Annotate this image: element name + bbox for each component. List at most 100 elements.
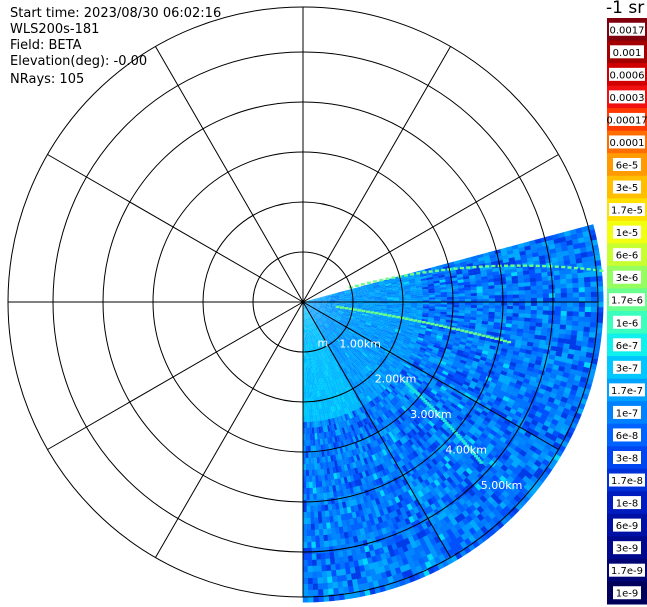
sector-cell [564, 362, 573, 370]
sector-cell [596, 307, 604, 313]
sector-cell [380, 288, 387, 292]
sector-cell [476, 314, 484, 318]
sector-cell [379, 287, 387, 290]
sector-cell [338, 300, 346, 302]
sector-cell [548, 279, 555, 286]
sector-cell [400, 347, 407, 353]
sector-cell [451, 322, 458, 327]
sector-cell [332, 303, 340, 305]
sector-cell [421, 357, 429, 363]
sector-cell [552, 233, 560, 240]
sector-cell [344, 304, 352, 306]
sector-cell [584, 281, 592, 288]
sector-cell [368, 331, 375, 336]
sector-cell [308, 303, 316, 306]
sector-cell [517, 355, 525, 362]
sector-cell [542, 289, 550, 294]
sector-cell [356, 291, 363, 294]
sector-cell [380, 310, 388, 313]
sector-cell [338, 297, 346, 299]
sector-cell [418, 331, 426, 335]
sector-cell [314, 300, 322, 301]
sector-cell [444, 275, 452, 280]
sector-cell [576, 365, 585, 373]
sector-cell [365, 321, 373, 325]
sector-cell [443, 331, 451, 336]
sector-cell [452, 291, 460, 295]
sector-cell [325, 309, 332, 313]
sector-cell [420, 359, 428, 365]
sector-cell [428, 310, 436, 314]
sector-cell [512, 387, 521, 394]
sector-cell [320, 306, 327, 310]
sector-cell [560, 241, 568, 248]
sector-cell [581, 371, 589, 379]
sector-cell [489, 253, 497, 259]
sector-cell [356, 307, 364, 310]
sector-cell [559, 328, 567, 335]
sector-cell [516, 271, 524, 276]
sector-cell [437, 328, 445, 333]
sector-cell [393, 331, 401, 336]
sector-cell [383, 325, 390, 329]
sector-cell [572, 379, 581, 387]
sector-cell [314, 304, 321, 307]
sector-cell [433, 282, 441, 287]
sector-cell [520, 399, 529, 407]
sector-cell [528, 358, 537, 365]
sector-cell [386, 304, 394, 307]
sector-cell [415, 357, 423, 363]
sector-cell [407, 328, 415, 332]
sector-cell [562, 250, 570, 257]
sector-cell [557, 365, 566, 373]
sector-cell [523, 357, 531, 363]
sector-cell [326, 308, 333, 311]
sector-cell [436, 264, 444, 269]
sector-cell [483, 255, 491, 261]
sector-cell [481, 276, 489, 281]
sector-cell [362, 298, 370, 300]
sector-cell [374, 331, 382, 336]
sector-cell [490, 394, 498, 401]
sector-cell [524, 282, 531, 287]
sector-cell [424, 267, 432, 272]
sector-cell [494, 315, 502, 320]
sector-cell [493, 277, 501, 283]
sector-cell [488, 298, 496, 303]
sector-cell [501, 382, 510, 390]
sector-cell [313, 307, 320, 311]
sector-cell [511, 374, 520, 381]
sector-cell [381, 330, 389, 335]
sector-cell [308, 304, 315, 307]
sector-cell [436, 367, 444, 374]
sector-cell [338, 296, 346, 299]
sector-cell [308, 304, 315, 307]
sector-cell [326, 306, 333, 309]
sector-cell [468, 383, 477, 390]
sector-cell [356, 327, 364, 332]
sector-cell [308, 303, 316, 306]
sector-cell [410, 303, 418, 307]
sector-cell [403, 283, 411, 287]
sector-cell [475, 320, 483, 325]
sector-cell [368, 298, 376, 300]
sector-cell [379, 316, 386, 320]
sector-cell [554, 279, 561, 285]
sector-cell [500, 305, 508, 310]
sector-cell [374, 332, 381, 337]
sector-cell [514, 383, 522, 391]
sector-cell [422, 288, 430, 292]
sector-cell [332, 303, 340, 304]
sector-cell [497, 393, 505, 400]
sector-cell [396, 320, 404, 324]
sector-cell [540, 413, 549, 421]
sector-cell [409, 280, 416, 284]
sector-cell [326, 298, 334, 300]
sector-cell [576, 232, 585, 239]
sector-cell [414, 345, 422, 350]
sector-cell [325, 558, 331, 566]
sector-cell [557, 342, 565, 349]
sector-cell [322, 522, 327, 530]
sector-cell [572, 306, 580, 312]
sector-cell [404, 305, 412, 308]
